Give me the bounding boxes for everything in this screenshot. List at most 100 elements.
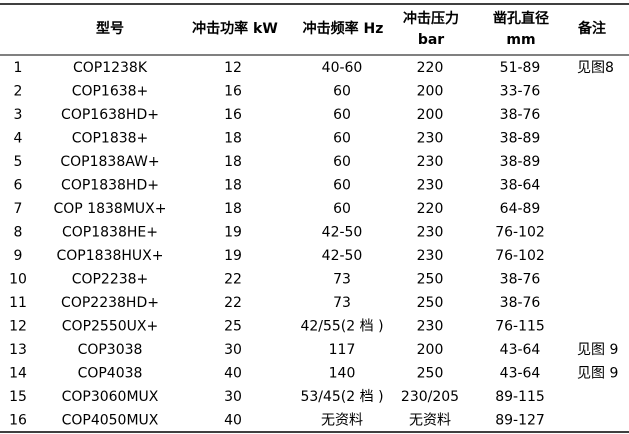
cell: 43-64 [500, 366, 541, 382]
cell: 250 [417, 366, 444, 382]
cell: COP2238+ [72, 272, 149, 288]
header-cell: 冲击频率 Hz [303, 20, 384, 37]
row-number: 1 [14, 60, 23, 76]
row-number: 4 [14, 131, 23, 147]
cell: 无资料 [321, 413, 363, 429]
cell: 38-76 [500, 272, 541, 288]
cell: 140 [329, 366, 356, 382]
cell: 230 [417, 319, 444, 335]
cell: COP2238HD+ [61, 295, 159, 311]
cell: 200 [417, 342, 444, 358]
cell: 42/55(2 档 ) [300, 319, 383, 335]
cell: 16 [224, 84, 242, 100]
cell: 230 [417, 248, 444, 264]
cell: 60 [333, 154, 351, 170]
cell: 12 [224, 60, 242, 76]
cell: 51-89 [500, 60, 541, 76]
row-number: 14 [9, 366, 27, 382]
cell: 18 [224, 154, 242, 170]
cell: 76-115 [495, 319, 545, 335]
cell: 60 [333, 178, 351, 194]
cell: 230 [417, 225, 444, 241]
header-cell: 凿孔直径 [493, 10, 549, 27]
cell: 见图 9 [577, 366, 618, 382]
cell: COP1238K [73, 60, 148, 76]
cell: COP1838HE+ [62, 225, 158, 241]
cell: 230 [417, 154, 444, 170]
header-cell: 备注 [577, 20, 606, 37]
row-number: 13 [9, 342, 27, 358]
row-number: 10 [9, 272, 27, 288]
row-number: 11 [9, 295, 27, 311]
cell: 64-89 [500, 201, 541, 217]
cell: 25 [224, 319, 242, 335]
cell: 22 [224, 295, 242, 311]
row-number: 15 [9, 389, 27, 405]
cell: COP4050MUX [62, 413, 159, 429]
cell: 89-127 [495, 413, 545, 429]
row-number: 5 [14, 154, 23, 170]
cell: 53/45(2 档 ) [300, 389, 383, 405]
header-cell: bar [418, 32, 444, 48]
cell: 220 [417, 201, 444, 217]
cell: COP3060MUX [62, 389, 159, 405]
cell: COP4038 [78, 366, 143, 382]
cell: COP 1838MUX+ [54, 201, 167, 217]
cell: 42-50 [322, 225, 363, 241]
cell: 见图8 [577, 60, 614, 76]
cell: 60 [333, 131, 351, 147]
cell: 30 [224, 342, 242, 358]
header-cell: 型号 [96, 20, 124, 37]
cell: 230 [417, 131, 444, 147]
cell: 73 [333, 272, 351, 288]
cell: COP1838+ [72, 131, 149, 147]
cell: 40-60 [322, 60, 363, 76]
cell: 22 [224, 272, 242, 288]
cell: 76-102 [495, 248, 545, 264]
cell: COP1638HD+ [61, 107, 159, 123]
cell: COP2550UX+ [62, 319, 158, 335]
row-number: 16 [9, 413, 27, 429]
cell: 30 [224, 389, 242, 405]
cell: 40 [224, 413, 242, 429]
cell: 16 [224, 107, 242, 123]
cell: 无资料 [409, 413, 451, 429]
cell: COP1838AW+ [60, 154, 159, 170]
cell: 18 [224, 178, 242, 194]
cell: 40 [224, 366, 242, 382]
cell: 19 [224, 248, 242, 264]
cell: 38-76 [500, 295, 541, 311]
cell: 230/205 [401, 389, 459, 405]
cell: 200 [417, 107, 444, 123]
cell: 76-102 [495, 225, 545, 241]
cell: COP3038 [78, 342, 143, 358]
cell: COP1638+ [72, 84, 149, 100]
cell: 33-76 [500, 84, 541, 100]
cell: 43-64 [500, 342, 541, 358]
cell: 19 [224, 225, 242, 241]
cell: 117 [329, 342, 356, 358]
row-number: 2 [14, 84, 23, 100]
cell: 200 [417, 84, 444, 100]
header-cell: 冲击功率 kW [192, 20, 278, 37]
cell: 42-50 [322, 248, 363, 264]
row-number: 12 [9, 319, 27, 335]
row-number: 7 [14, 201, 23, 217]
cell: 38-76 [500, 107, 541, 123]
cell: 89-115 [495, 389, 545, 405]
cell: COP1838HD+ [61, 178, 159, 194]
cell: 18 [224, 131, 242, 147]
row-number: 6 [14, 178, 23, 194]
cell: 220 [417, 60, 444, 76]
cell: COP1838HUX+ [57, 248, 164, 264]
cell: 60 [333, 107, 351, 123]
cell: 18 [224, 201, 242, 217]
cell: 38-89 [500, 154, 541, 170]
cell: 250 [417, 295, 444, 311]
header-cell: mm [506, 32, 535, 48]
cell: 60 [333, 201, 351, 217]
cell: 250 [417, 272, 444, 288]
cell: 38-64 [500, 178, 541, 194]
cell: 60 [333, 84, 351, 100]
